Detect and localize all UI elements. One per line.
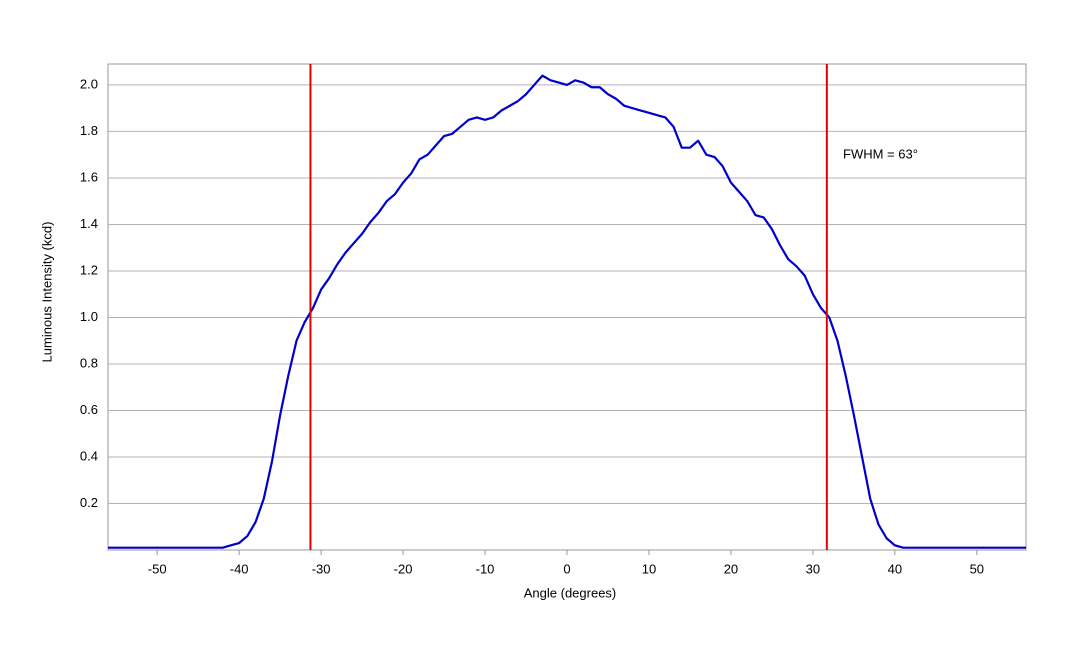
y-axis-title: Luminous Intensity (kcd) xyxy=(39,222,54,363)
y-tick-label: 2.0 xyxy=(80,76,98,91)
x-tick-label: -20 xyxy=(394,561,413,576)
x-tick-label: 0 xyxy=(563,561,570,576)
x-tick-label: -30 xyxy=(312,561,331,576)
x-tick-label: -50 xyxy=(148,561,167,576)
y-tick-label: 0.2 xyxy=(80,495,98,510)
x-tick-label: 20 xyxy=(724,561,738,576)
data-line xyxy=(108,74,1026,549)
y-tick-label: 0.8 xyxy=(80,355,98,370)
x-tick-label: 10 xyxy=(642,561,656,576)
y-tick-label: 1.0 xyxy=(80,309,98,324)
y-tick-label: 1.8 xyxy=(80,123,98,138)
plot-area xyxy=(107,63,1027,551)
x-tick-label: 30 xyxy=(806,561,820,576)
x-tick-label: 40 xyxy=(888,561,902,576)
y-tick-label: 1.6 xyxy=(80,169,98,184)
y-tick-label: 0.6 xyxy=(80,402,98,417)
x-tick-label: -10 xyxy=(476,561,495,576)
annotation: FWHM = 63° xyxy=(843,146,918,161)
y-tick-label: 1.4 xyxy=(80,216,98,231)
y-tick-label: 0.4 xyxy=(80,448,98,463)
x-axis-title: Angle (degrees) xyxy=(524,585,617,600)
x-tick-label: 50 xyxy=(970,561,984,576)
y-tick-label: 1.2 xyxy=(80,262,98,277)
x-tick-label: -40 xyxy=(230,561,249,576)
